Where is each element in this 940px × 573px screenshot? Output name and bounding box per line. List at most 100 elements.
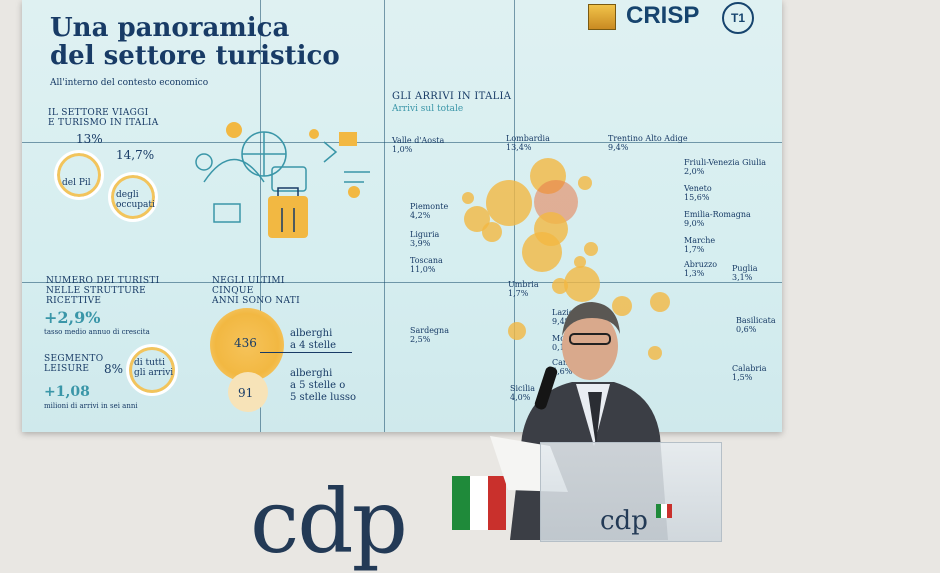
- region-name: Valle d'Aosta: [392, 136, 445, 145]
- region-label-basilicata: Basilicata 0,6%: [736, 316, 776, 334]
- label-line: a 4 stelle: [290, 340, 337, 351]
- region-value: 9,4%: [552, 317, 573, 326]
- region-bubble: [462, 192, 474, 204]
- occupati-value: 14,7%: [116, 148, 155, 162]
- heading-line: SEGMENTO: [44, 354, 104, 364]
- region-value: 15,6%: [684, 193, 710, 202]
- slide-subtitle: All'interno del contesto economico: [50, 78, 209, 88]
- label-line: occupati: [116, 200, 155, 210]
- title-line: del settore turistico: [50, 41, 340, 71]
- heading-line: E TURISMO IN ITALIA: [48, 118, 159, 128]
- region-value: 9,4%: [608, 143, 629, 152]
- region-label-marche: Marche 1,7%: [684, 236, 715, 254]
- leisure-donut: [126, 344, 178, 396]
- region-bubble: [578, 176, 592, 190]
- settore-heading: IL SETTORE VIAGGI E TURISMO IN ITALIA: [48, 108, 159, 128]
- heading-line: NEGLI ULTIMI: [212, 276, 285, 286]
- arrivi-heading: GLI ARRIVI IN ITALIA: [392, 91, 512, 102]
- region-label-valle-daosta: Valle d'Aosta 1,0%: [392, 136, 444, 154]
- region-name: Puglia: [732, 264, 758, 273]
- region-value: 1,7%: [684, 245, 705, 254]
- region-label-toscana: Toscana 11,0%: [410, 256, 443, 274]
- region-name: Emilia-Romagna: [684, 210, 751, 219]
- region-bubble: [486, 180, 532, 226]
- region-name: Sardegna: [410, 326, 449, 335]
- arrivi-subheading: Arrivi sul totale: [392, 104, 464, 114]
- grid-line: [384, 0, 385, 432]
- t1-logo: T1: [722, 2, 754, 34]
- region-value: 1,7%: [508, 289, 529, 298]
- heading-line: NELLE STRUTTURE: [46, 286, 146, 296]
- leisure-heading: SEGMENTO LEISURE: [44, 354, 103, 374]
- region-name: Trentino Alto Adige: [608, 134, 688, 143]
- region-label-liguria: Liguria 3,9%: [410, 230, 439, 248]
- five-star-label: alberghi a 5 stelle o 5 stelle lusso: [290, 368, 356, 404]
- region-bubble: [648, 346, 662, 360]
- region-bubble: [482, 222, 502, 242]
- heading-line: RICETTIVE: [46, 296, 102, 306]
- region-label-friuli: Friuli-Venezia Giulia 2,0%: [684, 158, 766, 176]
- five-star-bubble: [228, 372, 268, 412]
- leisure-label: di tutti gli arrivi: [134, 358, 173, 378]
- region-name: Marche: [684, 236, 716, 245]
- heading-line: LEISURE: [44, 364, 90, 374]
- italian-flag-icon: [656, 504, 672, 518]
- pil-donut: [54, 150, 104, 200]
- region-bubble: [522, 232, 562, 272]
- region-bubble: [564, 266, 600, 302]
- occupati-label: degli occupati: [116, 190, 155, 210]
- region-value: 13,4%: [506, 143, 532, 152]
- region-name: Sicilia: [510, 384, 535, 393]
- region-label-sicilia: Sicilia 4,0%: [510, 384, 535, 402]
- region-name: Lazio: [552, 308, 574, 317]
- occupati-donut: [108, 172, 158, 222]
- travel-illustration: [195, 122, 370, 238]
- label-line: a 5 stelle o: [290, 380, 346, 391]
- cdp-wall-logo: cdp: [250, 470, 408, 573]
- turisti-heading: NUMERO DEI TURISTI NELLE STRUTTURE RICET…: [46, 276, 160, 306]
- region-label-lombardia: Lombardia 13,4%: [506, 134, 550, 152]
- region-value: 2,0%: [684, 167, 705, 176]
- region-label-emilia-romagna: Emilia-Romagna 9,0%: [684, 210, 751, 228]
- label-line: alberghi: [290, 368, 333, 379]
- leisure-value: 8%: [104, 362, 124, 376]
- region-value: 3,9%: [410, 239, 431, 248]
- five-star-value: 91: [238, 386, 254, 400]
- label-line: di tutti: [134, 358, 166, 368]
- region-bubble: [612, 296, 632, 316]
- region-value: 3,1%: [732, 273, 753, 282]
- glass-podium: [540, 442, 722, 542]
- four-star-bubble: [210, 308, 284, 382]
- title-line: Una panoramica: [50, 13, 290, 43]
- heading-line: ANNI SONO NATI: [212, 296, 300, 306]
- region-name: Lombardia: [506, 134, 550, 143]
- nati-heading: NEGLI ULTIMI CINQUE ANNI SONO NATI: [212, 276, 300, 306]
- region-bubble: [650, 292, 670, 312]
- heading-line: NUMERO DEI TURISTI: [46, 276, 160, 286]
- region-name: Friuli-Venezia Giulia: [684, 158, 767, 167]
- slide-title: Una panoramica del settore turistico: [50, 14, 340, 70]
- arrivi-label: milioni di arrivi in sei anni: [44, 402, 138, 410]
- region-value: 4,6%: [552, 367, 573, 376]
- region-label-trentino: Trentino Alto Adige 9,4%: [608, 134, 688, 152]
- arrivi-value: +1,08: [44, 384, 90, 400]
- region-label-veneto: Veneto 15,6%: [684, 184, 712, 202]
- italian-flag-icon: [452, 476, 506, 530]
- growth-label: tasso medio annuo di crescita: [44, 328, 150, 336]
- region-label-abruzzo: Abruzzo 1,3%: [684, 260, 717, 278]
- label-line: 5 stelle lusso: [290, 392, 357, 403]
- region-name: Toscana: [410, 256, 443, 265]
- label-line: alberghi: [290, 328, 333, 339]
- region-bubble: [584, 242, 598, 256]
- region-name: Basilicata: [736, 316, 776, 325]
- label-line: degli: [116, 190, 139, 200]
- region-name: Veneto: [684, 184, 712, 193]
- region-name: Umbria: [508, 280, 539, 289]
- crisp-logo: CRISP: [626, 2, 700, 29]
- region-value: 9,0%: [684, 219, 705, 228]
- four-star-value: 436: [234, 336, 257, 350]
- region-label-umbria: Umbria 1,7%: [508, 280, 539, 298]
- grid-line: [22, 282, 782, 283]
- region-value: 1,5%: [732, 373, 753, 382]
- grid-line: [260, 0, 261, 432]
